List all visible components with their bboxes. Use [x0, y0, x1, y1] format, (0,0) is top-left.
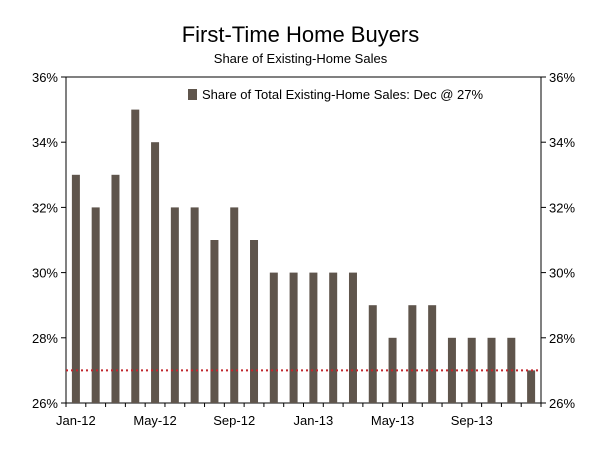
- y-tick-label-right: 28%: [549, 331, 575, 346]
- y-tick-label-left: 26%: [32, 396, 58, 411]
- y-tick-label-left: 32%: [32, 200, 58, 215]
- x-tick-label: Jan-12: [56, 413, 96, 428]
- y-tick-label-left: 28%: [32, 331, 58, 346]
- x-tick-label: Jan-13: [294, 413, 334, 428]
- bar-Jun-13: [408, 305, 417, 403]
- y-tick-label-right: 32%: [549, 200, 575, 215]
- bar-Jul-12: [190, 207, 199, 403]
- chart-subtitle: Share of Existing-Home Sales: [213, 51, 388, 66]
- y-tick-label-right: 30%: [549, 266, 575, 281]
- legend-label: Share of Total Existing-Home Sales: Dec …: [202, 87, 483, 102]
- y-tick-label-right: 36%: [549, 70, 575, 85]
- bar-Oct-12: [250, 240, 259, 403]
- bar-Jul-13: [428, 305, 437, 403]
- y-tick-label-right: 34%: [549, 135, 575, 150]
- x-tick-label: May-13: [371, 413, 414, 428]
- bar-May-12: [151, 142, 160, 403]
- bar-Apr-13: [368, 305, 377, 403]
- y-tick-label-left: 34%: [32, 135, 58, 150]
- legend-swatch: [188, 89, 197, 100]
- bar-Jan-13: [309, 272, 318, 403]
- y-tick-label-right: 26%: [549, 396, 575, 411]
- x-tick-label: May-12: [133, 413, 176, 428]
- bar-Mar-13: [348, 272, 357, 403]
- y-tick-label-left: 30%: [32, 266, 58, 281]
- bar-Dec-12: [289, 272, 298, 403]
- x-tick-label: Sep-13: [451, 413, 493, 428]
- bar-Feb-12: [91, 207, 100, 403]
- bar-Feb-13: [329, 272, 338, 403]
- chart-title: First-Time Home Buyers: [181, 22, 420, 47]
- bar-Nov-12: [269, 272, 278, 403]
- y-tick-label-left: 36%: [32, 70, 58, 85]
- bar-Apr-12: [131, 109, 140, 403]
- bar-Mar-12: [111, 174, 120, 403]
- x-tick-label: Sep-12: [213, 413, 255, 428]
- bar-Jan-12: [71, 174, 80, 403]
- bar-Aug-12: [210, 240, 219, 403]
- bar-Sep-12: [230, 207, 239, 403]
- bar-Jun-12: [170, 207, 179, 403]
- bar-Dec-13: [527, 370, 536, 403]
